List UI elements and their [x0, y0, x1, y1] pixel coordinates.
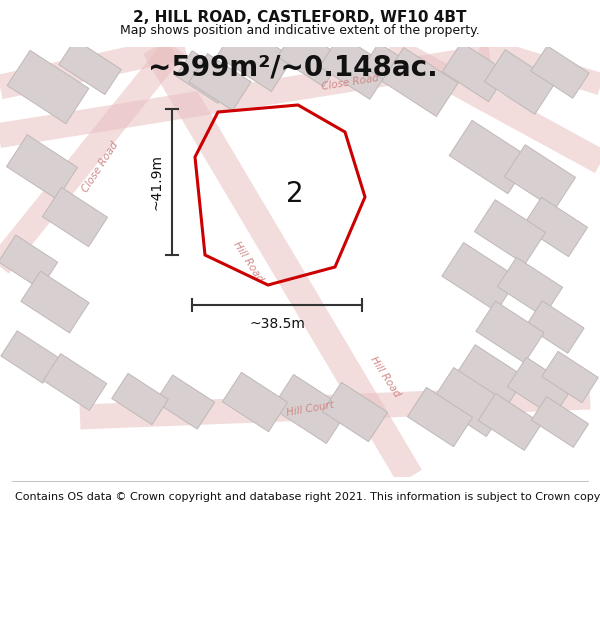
Polygon shape — [364, 43, 416, 91]
Polygon shape — [532, 397, 589, 448]
Polygon shape — [454, 345, 526, 409]
Text: ~599m²/~0.148ac.: ~599m²/~0.148ac. — [148, 54, 438, 82]
Text: 2: 2 — [286, 180, 304, 208]
Text: 2, HILL ROAD, CASTLEFORD, WF10 4BT: 2, HILL ROAD, CASTLEFORD, WF10 4BT — [133, 11, 467, 26]
Text: Close Road: Close Road — [80, 140, 120, 194]
Polygon shape — [484, 50, 556, 114]
Polygon shape — [508, 357, 572, 417]
Polygon shape — [43, 354, 107, 411]
Polygon shape — [497, 258, 563, 317]
Polygon shape — [432, 368, 508, 436]
Text: Contains OS data © Crown copyright and database right 2021. This information is : Contains OS data © Crown copyright and d… — [15, 492, 600, 502]
Text: ~38.5m: ~38.5m — [249, 317, 305, 331]
Polygon shape — [7, 135, 77, 199]
Polygon shape — [542, 351, 598, 403]
Polygon shape — [478, 394, 542, 451]
Polygon shape — [505, 145, 575, 209]
Polygon shape — [223, 372, 287, 432]
Polygon shape — [531, 46, 589, 98]
Text: Map shows position and indicative extent of the property.: Map shows position and indicative extent… — [120, 24, 480, 37]
Polygon shape — [382, 48, 458, 116]
Polygon shape — [176, 51, 234, 103]
Polygon shape — [442, 42, 508, 102]
Polygon shape — [272, 374, 348, 444]
Polygon shape — [322, 382, 388, 442]
Polygon shape — [59, 39, 121, 94]
Polygon shape — [475, 200, 545, 264]
Text: Hill Court: Hill Court — [286, 400, 335, 418]
Polygon shape — [217, 22, 293, 91]
Polygon shape — [523, 198, 587, 257]
Text: ~41.9m: ~41.9m — [150, 154, 164, 210]
Text: Hill Road: Hill Road — [368, 355, 402, 399]
Polygon shape — [277, 28, 343, 87]
Polygon shape — [112, 373, 168, 424]
Polygon shape — [407, 388, 473, 447]
Text: Hill Road: Hill Road — [231, 240, 265, 284]
Polygon shape — [442, 242, 518, 311]
Polygon shape — [155, 375, 215, 429]
Polygon shape — [0, 235, 58, 289]
Polygon shape — [476, 301, 544, 363]
Polygon shape — [21, 271, 89, 333]
Polygon shape — [319, 35, 391, 99]
Polygon shape — [449, 121, 531, 194]
Text: Close Road: Close Road — [320, 72, 379, 91]
Polygon shape — [1, 331, 59, 383]
Polygon shape — [189, 54, 251, 111]
Polygon shape — [43, 188, 107, 247]
Polygon shape — [7, 51, 89, 124]
Polygon shape — [526, 301, 584, 353]
